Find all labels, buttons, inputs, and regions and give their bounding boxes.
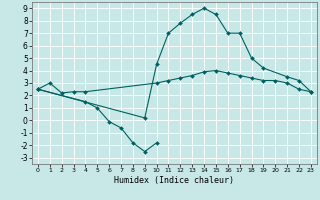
X-axis label: Humidex (Indice chaleur): Humidex (Indice chaleur): [115, 176, 234, 185]
